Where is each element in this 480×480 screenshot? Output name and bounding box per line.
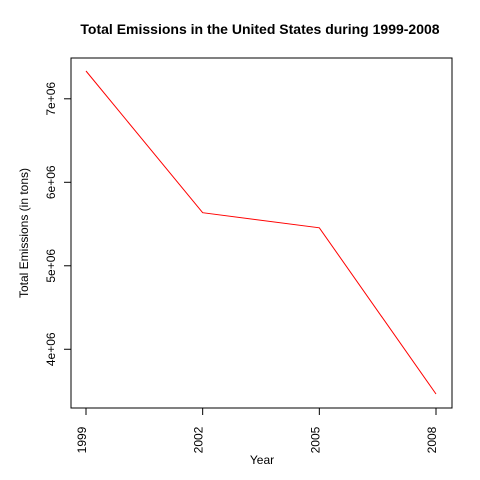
- chart-title: Total Emissions in the United States dur…: [80, 21, 439, 37]
- y-axis: 4e+06 5e+06 6e+06 7e+06: [44, 82, 72, 366]
- plot-frame: [70, 57, 453, 409]
- x-axis: 1999 2002 2005 2008: [75, 407, 439, 453]
- y-tick-label-7e+06: 7e+06: [44, 82, 58, 116]
- y-tick-label-5e+06: 5e+06: [44, 249, 58, 283]
- x-tick-label-2005: 2005: [308, 426, 322, 453]
- x-tick-label-1999: 1999: [75, 426, 89, 453]
- y-tick-label-4e+06: 4e+06: [44, 332, 58, 366]
- y-tick-label-6e+06: 6e+06: [44, 165, 58, 199]
- x-tick-label-2008: 2008: [425, 426, 439, 453]
- series-layer: [85, 70, 437, 395]
- x-axis-label: Year: [250, 453, 274, 467]
- x-tick-label-2002: 2002: [192, 426, 206, 453]
- y-axis-label: Total Emissions (in tons): [17, 168, 31, 298]
- line-series-1: [85, 70, 437, 395]
